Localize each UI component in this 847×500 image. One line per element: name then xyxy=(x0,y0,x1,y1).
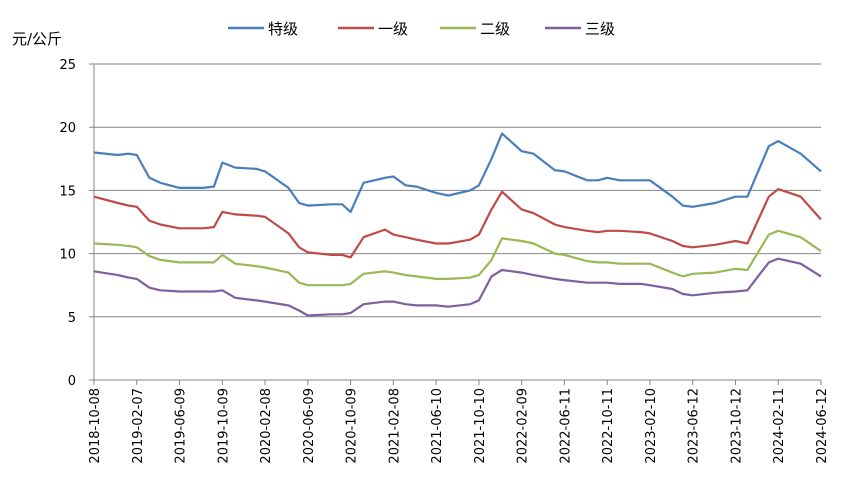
x-tick-label: 2023-06-12 xyxy=(687,388,702,464)
x-tick-label: 2023-10-12 xyxy=(729,388,744,464)
legend-label: 特级 xyxy=(268,20,298,38)
x-tick-label: 2024-06-12 xyxy=(815,388,830,464)
series-line-4 xyxy=(93,257,822,317)
legend: 特级 一级 二级 三级 xyxy=(228,20,615,38)
series-line-1 xyxy=(93,132,822,213)
x-tick-label: 2020-02-08 xyxy=(259,388,274,464)
y-tick-label: 25 xyxy=(59,58,76,73)
x-tick-label: 2019-06-09 xyxy=(174,388,189,464)
x-axis-ticks: 2018-10-08 2019-02-07 2019-06-09 2019-10-09… xyxy=(88,380,830,464)
x-tick-label: 2022-02-09 xyxy=(516,388,531,464)
x-tick-label: 2018-10-08 xyxy=(88,388,103,464)
x-tick-label: 2019-02-07 xyxy=(131,388,146,464)
series-line-2 xyxy=(93,188,822,259)
x-tick-label: 2021-06-10 xyxy=(430,388,445,464)
y-axis-label: 元/公斤 xyxy=(12,30,62,48)
x-tick-label: 2021-02-08 xyxy=(387,388,402,464)
y-tick-label: 10 xyxy=(59,248,76,263)
x-tick-label: 2023-02-10 xyxy=(644,388,659,464)
y-tick-label: 5 xyxy=(68,311,76,326)
y-tick-label: 15 xyxy=(59,184,76,199)
series-lines xyxy=(93,132,822,317)
gridlines xyxy=(94,63,821,318)
x-tick-label: 2022-06-11 xyxy=(558,388,573,464)
series-line-3 xyxy=(93,229,822,287)
y-tick-label: 0 xyxy=(68,374,76,389)
y-tick-label: 20 xyxy=(59,121,76,136)
legend-label: 三级 xyxy=(585,20,615,38)
x-tick-label: 2022-10-11 xyxy=(601,388,616,464)
y-axis-ticks: 0 5 10 15 20 25 xyxy=(59,58,94,389)
x-tick-label: 2024-02-11 xyxy=(772,388,787,464)
x-tick-label: 2020-10-09 xyxy=(345,388,360,464)
x-tick-label: 2021-10-10 xyxy=(473,388,488,464)
x-tick-label: 2019-10-09 xyxy=(216,388,231,464)
legend-label: 一级 xyxy=(378,20,408,38)
legend-label: 二级 xyxy=(480,20,510,38)
x-tick-label: 2020-06-09 xyxy=(302,388,317,464)
